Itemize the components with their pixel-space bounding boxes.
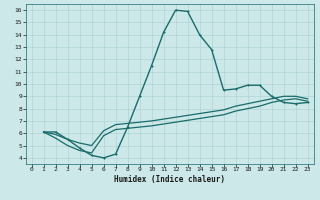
X-axis label: Humidex (Indice chaleur): Humidex (Indice chaleur)	[114, 175, 225, 184]
